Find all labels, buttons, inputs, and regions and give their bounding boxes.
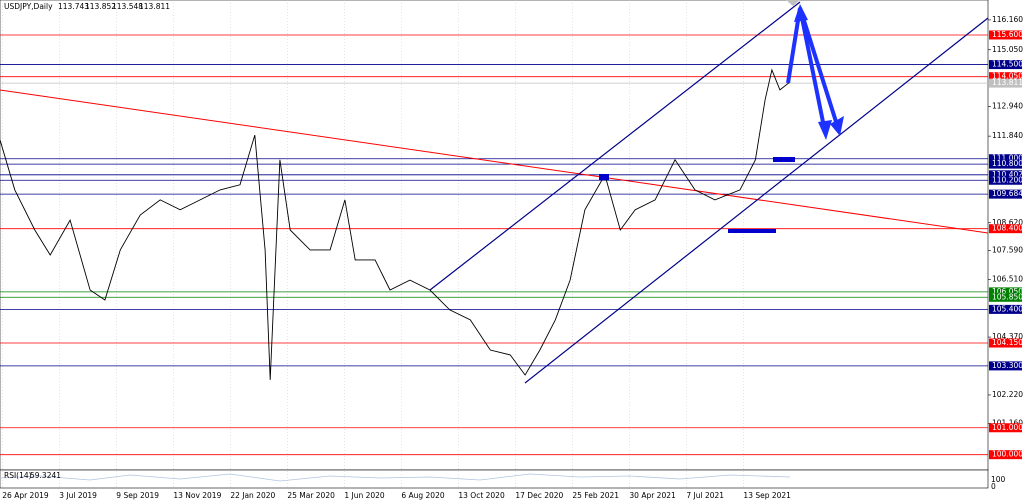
marker	[728, 229, 776, 233]
x-tick-label: 25 Mar 2020	[287, 491, 335, 500]
level-tag	[989, 450, 1022, 460]
arrow-head	[794, 4, 808, 22]
level-label: 111.000	[992, 154, 1023, 163]
level-tag	[989, 224, 1022, 234]
header-open: 113.743	[58, 2, 89, 11]
level-label: 105.400	[992, 304, 1023, 313]
level-tag	[989, 72, 1022, 82]
level-label: 100.000	[992, 450, 1023, 459]
trend-line	[0, 89, 989, 234]
level-tag	[989, 361, 1022, 371]
level-tag	[989, 60, 1022, 70]
y-tick-label: 116.160	[992, 15, 1023, 24]
grid	[2, 0, 991, 488]
level-tag	[989, 159, 1022, 169]
level-label: 110.800	[992, 159, 1023, 168]
x-tick-label: 1 Jun 2020	[344, 491, 385, 500]
level-tag	[989, 287, 1022, 297]
y-tick-label: 101.160	[992, 418, 1023, 427]
y-tick-label: 106.510	[992, 275, 1023, 284]
price-line	[0, 68, 791, 380]
y-tick-label: 115.050	[992, 45, 1023, 54]
rsi-axis-top: 100	[991, 475, 1006, 484]
x-tick-label: 3 Jul 2019	[59, 491, 97, 500]
rsi-label: RSI(14)	[4, 471, 32, 480]
level-tag	[989, 175, 1022, 185]
level-tag	[989, 304, 1022, 314]
arrow-head	[830, 116, 844, 136]
level-label: 114.500	[992, 60, 1023, 69]
rsi-panel	[0, 469, 989, 489]
level-label: 115.600	[992, 30, 1023, 39]
x-tick-label: 30 Apr 2021	[629, 491, 676, 500]
x-tick-label: 9 Sep 2019	[116, 491, 159, 500]
level-label: 101.000	[992, 423, 1023, 432]
level-label: 113.811	[992, 78, 1023, 87]
x-tick-label: 6 Aug 2020	[401, 491, 444, 500]
rsi-value: 59.3241	[30, 471, 61, 480]
level-tag	[989, 292, 1022, 302]
level-tag	[989, 154, 1022, 164]
header-high: 113.852	[85, 2, 116, 11]
y-tick-label: 107.590	[992, 245, 1023, 254]
projection-arrow	[798, 7, 827, 133]
x-tick-label: 7 Jul 2021	[686, 491, 724, 500]
x-tick-label: 17 Dec 2020	[515, 491, 563, 500]
level-label: 109.684	[992, 189, 1023, 198]
level-tag	[989, 338, 1022, 348]
x-tick-label: 26 Apr 2019	[2, 491, 49, 500]
rsi-line	[0, 473, 791, 482]
header-symbol: USDJPY,Daily	[4, 2, 53, 11]
level-label: 104.150	[992, 338, 1023, 347]
y-tick-label: 102.220	[992, 390, 1023, 399]
header-close: 113.811	[139, 2, 170, 11]
level-label: 105.850	[992, 292, 1023, 301]
level-label: 110.200	[992, 175, 1023, 184]
x-tick-label: 13 Oct 2020	[458, 491, 505, 500]
x-tick-label: 22 Jan 2020	[230, 491, 275, 500]
level-label: 108.400	[992, 224, 1023, 233]
level-label: 110.402	[992, 170, 1023, 179]
level-tag	[989, 189, 1022, 199]
level-label: 103.300	[992, 361, 1023, 370]
x-tick-label: 13 Sep 2021	[743, 491, 791, 500]
channel-upper	[429, 1, 801, 291]
level-tag	[989, 170, 1022, 180]
level-tag	[989, 423, 1022, 433]
main-panel	[0, 0, 989, 471]
x-tick-label: 13 Nov 2019	[173, 491, 221, 500]
price	[0, 68, 791, 380]
arrow-head	[818, 120, 832, 140]
y-tick-label: 112.940	[992, 102, 1023, 111]
level-tag	[989, 78, 1022, 88]
rsi-axis-bottom: 0	[991, 482, 996, 491]
marker	[599, 174, 609, 180]
y-tick-label: 108.620	[992, 218, 1023, 227]
header-low: 113.548	[112, 2, 143, 11]
level-label: 114.050	[992, 72, 1023, 81]
arrow-head	[786, 0, 800, 6]
y-tick-label: 104.370	[992, 332, 1023, 341]
level-label: 106.050	[992, 287, 1023, 296]
y-tick-label: 111.840	[992, 131, 1023, 140]
level-tag	[989, 30, 1022, 40]
marker	[773, 157, 795, 162]
channel-lower	[524, 17, 989, 384]
x-tick-label: 25 Feb 2021	[572, 491, 619, 500]
